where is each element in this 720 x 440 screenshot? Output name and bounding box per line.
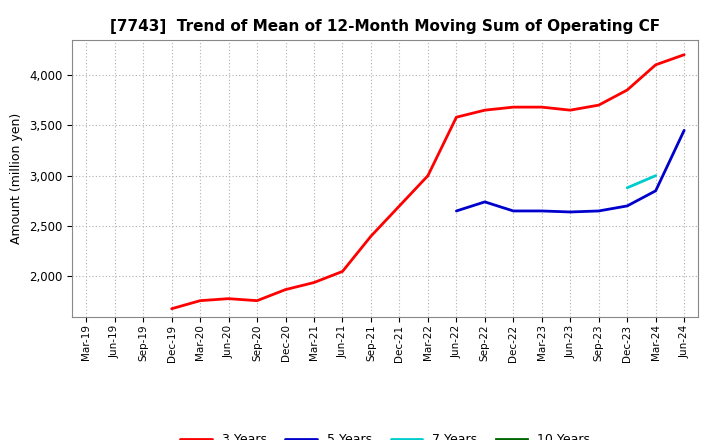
3 Years (225, 296, 233, 301)
3 Years (652, 62, 660, 67)
3 Years (282, 287, 290, 292)
3 Years (480, 107, 489, 113)
3 Years (196, 298, 204, 303)
Legend: 3 Years, 5 Years, 7 Years, 10 Years: 3 Years, 5 Years, 7 Years, 10 Years (176, 429, 595, 440)
3 Years (537, 104, 546, 110)
5 Years (652, 188, 660, 194)
3 Years (595, 103, 603, 108)
3 Years (167, 306, 176, 312)
5 Years (595, 208, 603, 213)
3 Years (566, 107, 575, 113)
3 Years (623, 88, 631, 93)
Line: 3 Years: 3 Years (171, 55, 684, 309)
3 Years (680, 52, 688, 57)
5 Years (566, 209, 575, 215)
3 Years (423, 173, 432, 178)
3 Years (452, 114, 461, 120)
5 Years (480, 199, 489, 205)
5 Years (623, 203, 631, 209)
5 Years (680, 128, 688, 133)
7 Years (623, 185, 631, 191)
3 Years (338, 269, 347, 274)
Title: [7743]  Trend of Mean of 12-Month Moving Sum of Operating CF: [7743] Trend of Mean of 12-Month Moving … (110, 19, 660, 34)
7 Years (652, 173, 660, 178)
5 Years (452, 208, 461, 213)
3 Years (253, 298, 261, 303)
3 Years (509, 104, 518, 110)
5 Years (537, 208, 546, 213)
5 Years (509, 208, 518, 213)
3 Years (310, 280, 318, 285)
Line: 7 Years: 7 Years (627, 176, 656, 188)
Y-axis label: Amount (million yen): Amount (million yen) (10, 113, 23, 244)
3 Years (366, 234, 375, 239)
3 Years (395, 203, 404, 209)
Line: 5 Years: 5 Years (456, 130, 684, 212)
